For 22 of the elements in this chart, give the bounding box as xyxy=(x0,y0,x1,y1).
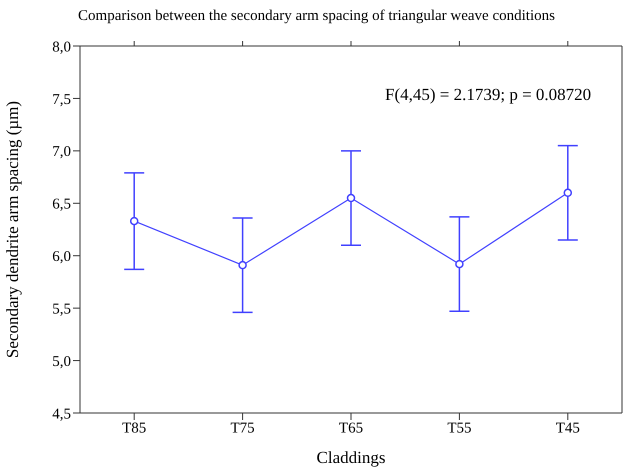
y-tick-label: 6,5 xyxy=(52,196,71,213)
x-tick-label: T55 xyxy=(447,420,472,437)
point xyxy=(564,188,572,198)
x-tick-label: T75 xyxy=(230,420,255,437)
chart-title: Comparison between the secondary arm spacing of triangular weave conditions xyxy=(77,7,556,26)
y-tick-label: 5,5 xyxy=(52,301,71,318)
point xyxy=(130,216,138,226)
y-tick-label: 5,0 xyxy=(52,354,71,370)
point xyxy=(346,194,356,202)
x-axis-title: Claddings xyxy=(316,448,386,467)
point xyxy=(455,260,464,268)
y-axis-title: Secondary dendrite arm spacing (µm) xyxy=(3,100,22,358)
y-tick-label: 8,0 xyxy=(52,39,71,56)
point xyxy=(238,260,247,270)
annotation: F(4,45) = 2.1739; p = 0.08720 xyxy=(385,85,592,105)
y-tick-label: 7,0 xyxy=(52,144,71,160)
x-tick-label: T85 xyxy=(122,420,146,437)
x-tick-label: T45 xyxy=(556,420,580,437)
y-tick-label: 7,5 xyxy=(52,92,71,108)
y-tick-label: 4,5 xyxy=(52,406,71,422)
x-tick-label: T65 xyxy=(338,420,364,437)
y-tick-label: 6,0 xyxy=(52,249,71,266)
